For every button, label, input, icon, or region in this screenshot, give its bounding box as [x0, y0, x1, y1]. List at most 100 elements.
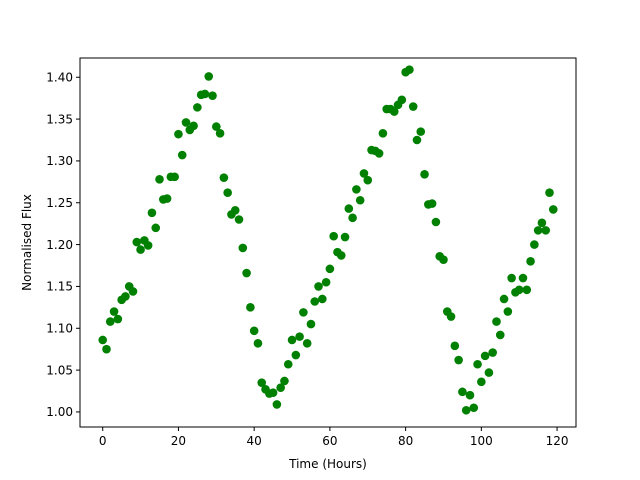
- data-point: [162, 194, 172, 203]
- data-point: [397, 95, 407, 105]
- data-point: [291, 350, 301, 360]
- data-point: [121, 292, 130, 301]
- data-point: [151, 223, 161, 233]
- data-point: [318, 294, 327, 304]
- data-point: [212, 122, 221, 131]
- x-tick-label: 120: [546, 434, 569, 448]
- plot-frame: [79, 57, 577, 428]
- x-tick-label: 60: [322, 434, 337, 448]
- data-point: [469, 403, 479, 413]
- data-point: [548, 205, 558, 214]
- data-point: [329, 231, 338, 241]
- data-point: [143, 241, 153, 250]
- data-point: [492, 317, 501, 326]
- data-point: [219, 173, 229, 182]
- data-point: [416, 127, 426, 136]
- y-tick-label: 1.40: [46, 71, 73, 85]
- data-point: [105, 317, 115, 326]
- data-point: [257, 378, 267, 387]
- data-point: [477, 377, 486, 387]
- data-point: [302, 339, 312, 348]
- data-point: [310, 297, 320, 306]
- data-point: [454, 355, 463, 365]
- data-point: [128, 287, 138, 296]
- data-point: [389, 107, 399, 116]
- y-tick-label: 1.20: [46, 238, 73, 252]
- y-tick-label: 1.10: [46, 322, 73, 336]
- data-point: [234, 215, 244, 224]
- data-point: [427, 199, 437, 208]
- data-point: [230, 205, 240, 215]
- data-points: [98, 65, 558, 415]
- data-point: [450, 341, 460, 351]
- data-point: [537, 218, 547, 228]
- data-point: [518, 273, 528, 283]
- y-tick-label: 1.05: [46, 363, 73, 377]
- data-point: [147, 208, 157, 218]
- y-axis-label: Normalised Flux: [20, 194, 34, 291]
- y-tick-label: 1.35: [46, 112, 73, 126]
- data-point: [113, 314, 123, 324]
- data-point: [249, 326, 259, 336]
- data-point: [522, 285, 532, 295]
- data-point: [193, 103, 202, 112]
- y-tick-label: 1.15: [46, 280, 73, 294]
- data-point: [359, 169, 369, 178]
- data-point: [174, 129, 183, 139]
- data-point: [132, 237, 142, 247]
- data-point: [374, 149, 384, 158]
- data-point: [363, 175, 373, 185]
- data-point: [458, 387, 467, 397]
- data-point: [431, 217, 441, 227]
- data-point: [223, 188, 232, 198]
- x-tick-label: 40: [247, 434, 262, 448]
- data-point: [541, 226, 551, 235]
- data-point: [526, 257, 535, 266]
- data-point: [314, 282, 323, 291]
- data-point: [499, 294, 509, 304]
- x-axis-label: Time (Hours): [288, 457, 367, 471]
- data-point: [109, 307, 119, 316]
- data-point: [533, 226, 543, 235]
- data-point: [155, 175, 164, 184]
- data-point: [405, 65, 414, 75]
- data-point: [488, 348, 498, 357]
- y-tick-label: 1.30: [46, 154, 73, 168]
- data-point: [503, 307, 513, 316]
- data-point: [465, 390, 475, 400]
- data-point: [102, 344, 111, 354]
- data-point: [408, 102, 418, 111]
- data-point: [530, 240, 539, 249]
- data-point: [268, 388, 278, 397]
- data-point: [215, 129, 225, 138]
- x-tick-label: 80: [398, 434, 413, 448]
- data-point: [253, 339, 263, 348]
- data-point: [446, 312, 456, 321]
- y-tick-label: 1.00: [46, 405, 73, 419]
- data-point: [299, 308, 308, 317]
- data-point: [170, 172, 179, 182]
- data-point: [439, 255, 448, 264]
- data-point: [276, 383, 285, 392]
- data-point: [287, 335, 297, 345]
- data-point: [283, 359, 293, 369]
- data-point: [321, 277, 331, 287]
- data-point: [336, 251, 346, 260]
- data-point: [98, 335, 108, 345]
- data-point: [208, 91, 217, 100]
- data-point: [378, 129, 388, 138]
- data-point: [473, 359, 482, 369]
- data-point: [480, 351, 490, 361]
- data-point: [348, 213, 357, 223]
- data-point: [189, 121, 198, 131]
- data-point: [484, 368, 494, 377]
- data-point: [136, 245, 145, 254]
- data-point: [325, 264, 335, 274]
- x-tick-label: 20: [171, 434, 186, 448]
- data-point: [200, 89, 210, 99]
- data-point: [412, 135, 422, 145]
- data-point: [340, 232, 350, 242]
- data-point: [352, 185, 361, 194]
